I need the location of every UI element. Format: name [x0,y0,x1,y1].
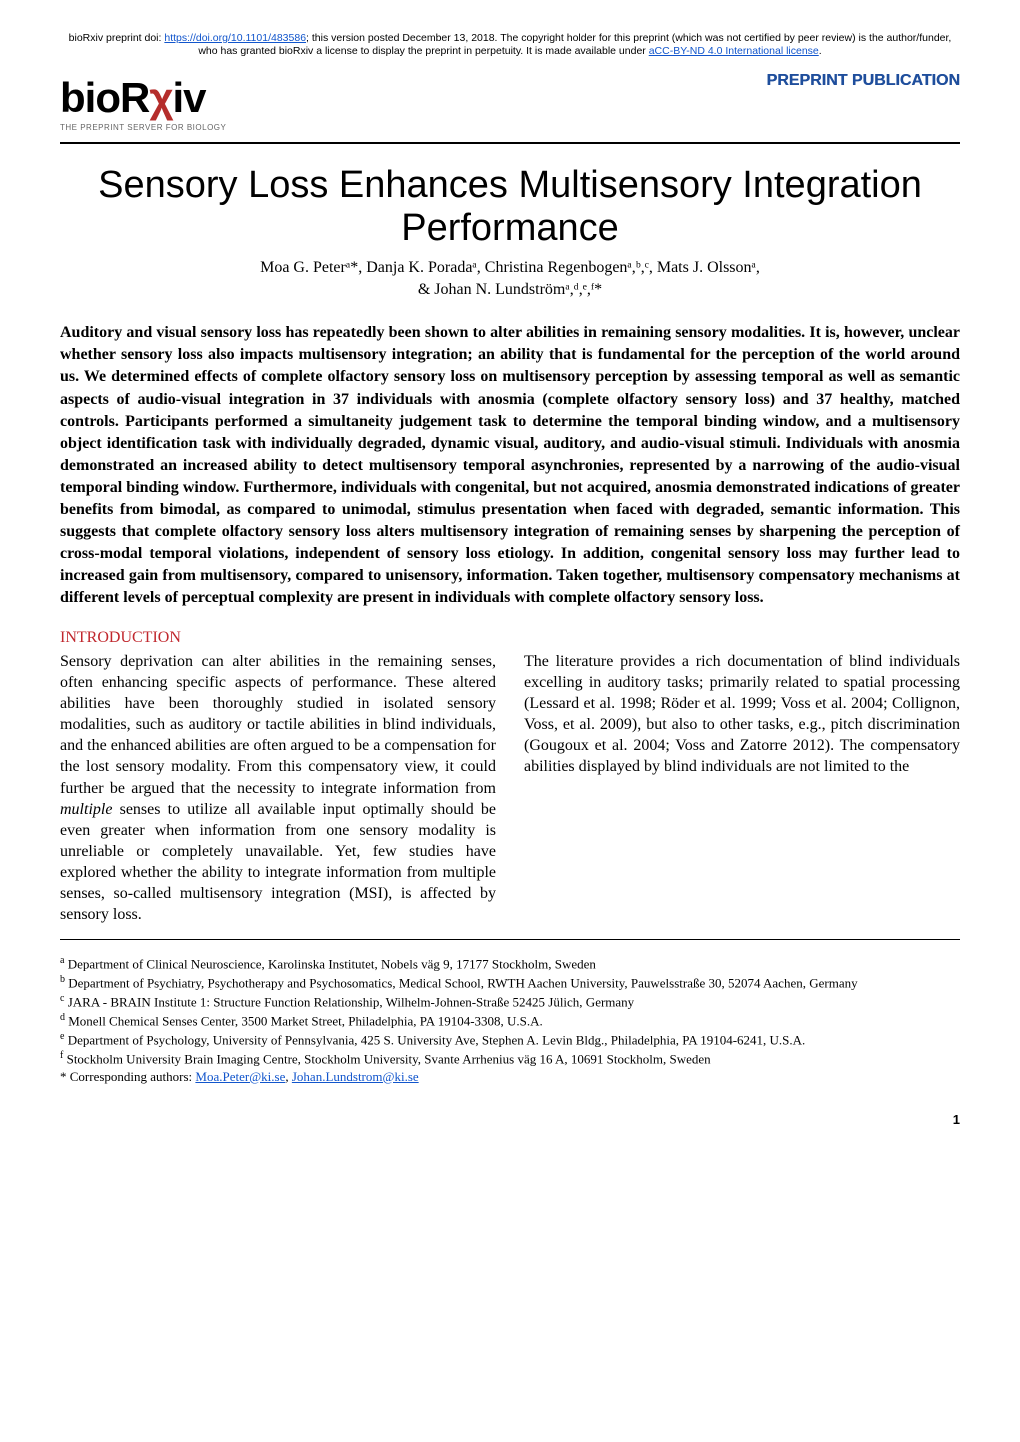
affiliation-c: c JARA - BRAIN Institute 1: Structure Fu… [60,992,960,1011]
corresponding-authors: * Corresponding authors: Moa.Peter@ki.se… [60,1068,960,1086]
intro-paragraph-1: Sensory deprivation can alter abilities … [60,651,496,925]
header-rule [60,142,960,144]
corresponding-prefix: * Corresponding authors: [60,1069,195,1084]
intro-paragraph-2: The literature provides a rich documenta… [524,651,960,778]
preprint-disclaimer: bioRxiv preprint doi: https://doi.org/10… [60,32,960,58]
affiliation-e-text: Department of Psychology, University of … [68,1032,806,1047]
intro-p1-em: multiple [60,801,112,818]
affiliations: a Department of Clinical Neuroscience, K… [60,954,960,1085]
corresponding-email-1[interactable]: Moa.Peter@ki.se [195,1069,285,1084]
preprint-publication-label: PREPRINT PUBLICATION [767,70,960,92]
affiliation-b-text: Department of Psychiatry, Psychotherapy … [68,976,857,991]
abstract: Auditory and visual sensory loss has rep… [60,322,960,609]
authors-line-2: & Johan N. Lundströmᵃ,ᵈ,ᵉ,ᶠ* [60,279,960,301]
page-number: 1 [60,1111,960,1129]
license-link[interactable]: aCC-BY-ND 4.0 International license [649,45,819,57]
intro-p1-b: senses to utilize all available input op… [60,801,496,924]
doi-link[interactable]: https://doi.org/10.1101/483586 [164,32,306,44]
affiliation-d-text: Monell Chemical Senses Center, 3500 Mark… [68,1013,543,1028]
affiliation-f-text: Stockholm University Brain Imaging Centr… [67,1051,711,1066]
paper-title: Sensory Loss Enhances Multisensory Integ… [60,164,960,251]
biorxiv-logo: bioRχiv THE PREPRINT SERVER FOR BIOLOGY [60,70,226,133]
affiliation-b: b Department of Psychiatry, Psychotherap… [60,973,960,992]
disclaimer-pre: bioRxiv preprint doi: [69,32,165,44]
logo-tail: iv [173,74,206,121]
affiliation-f: f Stockholm University Brain Imaging Cen… [60,1049,960,1068]
authors-line-1: Moa G. Peterᵃ*, Danja K. Poradaᵃ, Christ… [60,257,960,279]
intro-p1-a: Sensory deprivation can alter abilities … [60,653,496,797]
logo-text: bioRχiv [60,70,226,127]
introduction-heading: INTRODUCTION [60,627,960,649]
disclaimer-end: . [819,45,822,57]
logo-subtitle: THE PREPRINT SERVER FOR BIOLOGY [60,123,226,134]
affiliation-a-text: Department of Clinical Neuroscience, Kar… [68,957,596,972]
header-row: bioRχiv THE PREPRINT SERVER FOR BIOLOGY … [60,70,960,133]
affiliation-c-text: JARA - BRAIN Institute 1: Structure Func… [68,994,634,1009]
affiliations-rule [60,939,960,940]
affiliation-e: e Department of Psychology, University o… [60,1030,960,1049]
corresponding-email-2[interactable]: Johan.Lundstrom@ki.se [292,1069,419,1084]
logo-chi: χ [149,74,172,121]
introduction-body: Sensory deprivation can alter abilities … [60,651,960,925]
logo-main: bioR [60,74,149,121]
affiliation-d: d Monell Chemical Senses Center, 3500 Ma… [60,1011,960,1030]
authors: Moa G. Peterᵃ*, Danja K. Poradaᵃ, Christ… [60,257,960,300]
affiliation-a: a Department of Clinical Neuroscience, K… [60,954,960,973]
disclaimer-mid: ; this version posted December 13, 2018.… [198,32,951,57]
